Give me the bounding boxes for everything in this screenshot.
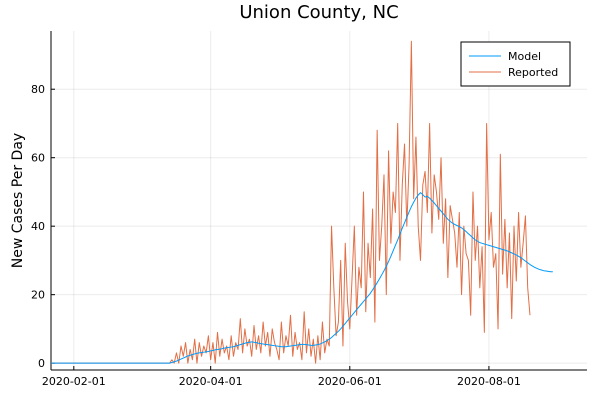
legend: Model Reported (460, 41, 571, 87)
x-axis-ticks: 2020-02-01 2020-04-01 2020-06-01 2020-08-01 (42, 366, 521, 388)
series-line-model (51, 192, 553, 364)
series-group (51, 40, 553, 364)
y-tick-label: 80 (31, 83, 45, 96)
y-tick-label: 60 (31, 152, 45, 165)
x-tick-label: 2020-06-01 (318, 375, 382, 388)
legend-box (460, 41, 571, 87)
x-tick-label: 2020-04-01 (179, 375, 243, 388)
y-axis-ticks: 0 20 40 60 80 (31, 83, 55, 370)
chart-title: Union County, NC (239, 2, 398, 23)
plot-frame (50, 31, 587, 371)
x-tick-label: 2020-02-01 (42, 375, 106, 388)
y-tick-label: 20 (31, 289, 45, 302)
legend-label-reported: Reported (508, 66, 558, 79)
x-tick-label: 2020-08-01 (457, 375, 521, 388)
y-tick-label: 40 (31, 220, 45, 233)
y-axis-title: New Cases Per Day (10, 133, 26, 268)
y-tick-label: 0 (38, 357, 45, 370)
legend-label-model: Model (508, 50, 541, 63)
